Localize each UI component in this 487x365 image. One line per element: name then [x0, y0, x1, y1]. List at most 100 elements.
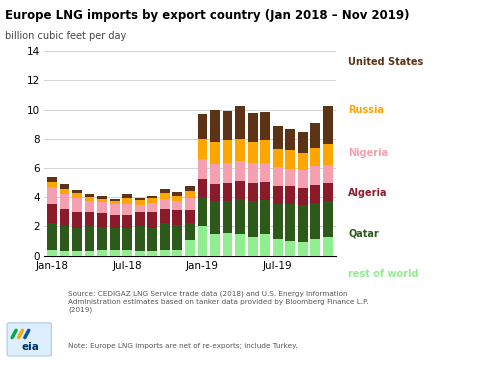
Bar	[235, 234, 245, 255]
Bar	[298, 170, 308, 188]
Bar	[110, 228, 120, 250]
Bar	[160, 250, 170, 255]
Bar	[285, 150, 295, 169]
Bar	[135, 226, 145, 251]
Bar	[148, 196, 157, 198]
Bar	[47, 250, 57, 256]
Bar	[285, 204, 295, 241]
Bar	[97, 213, 107, 227]
Bar	[135, 200, 145, 205]
Bar	[97, 199, 107, 202]
Bar	[323, 144, 333, 165]
Bar	[185, 186, 195, 191]
Text: eia: eia	[21, 342, 39, 352]
Bar	[47, 204, 57, 223]
Bar	[260, 112, 270, 140]
Bar	[110, 204, 120, 215]
Bar	[198, 179, 207, 197]
Bar	[135, 205, 145, 212]
Bar	[285, 186, 295, 204]
Bar	[223, 163, 232, 183]
Bar	[248, 201, 258, 237]
Bar	[160, 223, 170, 250]
Bar	[273, 149, 282, 167]
Bar	[148, 203, 157, 212]
Bar	[97, 227, 107, 250]
Bar	[72, 228, 82, 251]
Bar	[285, 241, 295, 255]
Bar	[122, 215, 132, 228]
Bar	[148, 251, 157, 255]
Bar	[160, 199, 170, 209]
Bar	[59, 184, 70, 189]
Bar	[235, 181, 245, 199]
Bar	[148, 212, 157, 228]
Bar	[323, 106, 333, 144]
Bar	[210, 142, 220, 164]
Bar	[72, 251, 82, 255]
Bar	[298, 242, 308, 255]
Text: Qatar: Qatar	[348, 228, 379, 239]
Bar	[285, 129, 295, 150]
Bar	[273, 167, 282, 186]
Bar	[198, 114, 207, 139]
Bar	[97, 202, 107, 213]
Bar	[285, 169, 295, 186]
Bar	[210, 201, 220, 234]
Bar	[298, 188, 308, 205]
Bar	[223, 201, 232, 233]
Text: United States: United States	[348, 57, 424, 67]
Bar	[260, 163, 270, 182]
Bar	[223, 111, 232, 140]
Bar	[323, 201, 333, 237]
Bar	[59, 194, 70, 209]
Bar	[323, 165, 333, 182]
Bar	[172, 210, 182, 225]
Bar	[273, 204, 282, 239]
Bar	[310, 203, 320, 239]
Bar	[323, 237, 333, 255]
Bar	[248, 237, 258, 256]
Bar	[310, 123, 320, 148]
Bar	[235, 139, 245, 161]
Bar	[85, 201, 94, 212]
Bar	[122, 194, 132, 198]
Bar	[210, 164, 220, 184]
Bar	[248, 163, 258, 183]
Bar	[185, 191, 195, 198]
Bar	[72, 190, 82, 193]
Text: billion cubic feet per day: billion cubic feet per day	[5, 31, 126, 41]
Bar	[122, 204, 132, 215]
Bar	[122, 228, 132, 250]
Bar	[185, 223, 195, 240]
Bar	[260, 182, 270, 200]
Text: Note: Europe LNG imports are net of re-exports; include Turkey.: Note: Europe LNG imports are net of re-e…	[68, 343, 298, 349]
Bar	[223, 233, 232, 256]
Bar	[110, 199, 120, 201]
Bar	[185, 210, 195, 223]
Bar	[110, 250, 120, 255]
Bar	[148, 228, 157, 251]
Bar	[148, 198, 157, 203]
Bar	[47, 223, 57, 250]
Bar	[47, 182, 57, 187]
Bar	[47, 187, 57, 204]
Bar	[135, 251, 145, 255]
Bar	[122, 198, 132, 204]
Bar	[172, 201, 182, 210]
Text: Nigeria: Nigeria	[348, 148, 388, 158]
Bar	[248, 183, 258, 201]
Bar	[310, 239, 320, 255]
Text: rest of world: rest of world	[348, 269, 419, 279]
Bar	[160, 189, 170, 193]
Bar	[59, 226, 70, 251]
Bar	[110, 215, 120, 228]
Bar	[235, 161, 245, 181]
Bar	[72, 193, 82, 198]
Bar	[198, 226, 207, 255]
Bar	[310, 148, 320, 166]
Bar	[85, 194, 94, 197]
Bar	[273, 239, 282, 255]
Text: Source: CEDIGAZ LNG Service trade data (2018) and U.S. Energy Information
Admini: Source: CEDIGAZ LNG Service trade data (…	[68, 290, 369, 313]
Bar	[85, 197, 94, 201]
